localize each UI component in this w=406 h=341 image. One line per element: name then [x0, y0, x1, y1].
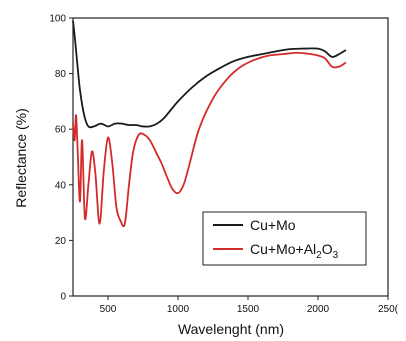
legend-label-base: Cu+Mo+Al [250, 241, 316, 257]
series-layer [72, 20, 347, 228]
x-tick-label: 500 [100, 304, 117, 315]
y-tick-label: 80 [55, 69, 67, 80]
y-tick-label: 100 [49, 14, 66, 25]
y-tick-label: 20 [55, 236, 67, 247]
legend-label-sub-3: 3 [333, 250, 339, 261]
plot-border [72, 17, 389, 297]
ticks-layer: 0 20 40 60 80 100 500 1000 1500 2000 250( [49, 14, 398, 316]
x-tick-label: 1000 [167, 304, 190, 315]
legend-label-mid: O [322, 241, 333, 257]
legend-box [202, 211, 367, 266]
series-line-cu-mo-al2o3 [72, 51, 347, 228]
y-tick-label: 40 [55, 180, 67, 191]
x-tick-label: 1500 [237, 304, 260, 315]
y-tick-label: 0 [60, 292, 66, 303]
legend: Cu+Mo Cu+Mo+Al2O3 [202, 211, 367, 266]
x-axis-title: Wavelenght (nm) [178, 321, 284, 337]
y-tick-label: 60 [55, 125, 67, 136]
legend-label-cu-mo: Cu+Mo [250, 217, 296, 233]
x-tick-label: 2000 [307, 304, 330, 315]
x-tick-label: 250( [378, 304, 399, 315]
legend-label-cu-mo-al2o3: Cu+Mo+Al2O3 [250, 241, 339, 261]
plot-frame [72, 17, 389, 297]
y-axis-title: Reflectance (%) [13, 108, 29, 208]
legend-label-sub-2: 2 [316, 250, 322, 261]
series-line-cu-mo [72, 20, 347, 129]
